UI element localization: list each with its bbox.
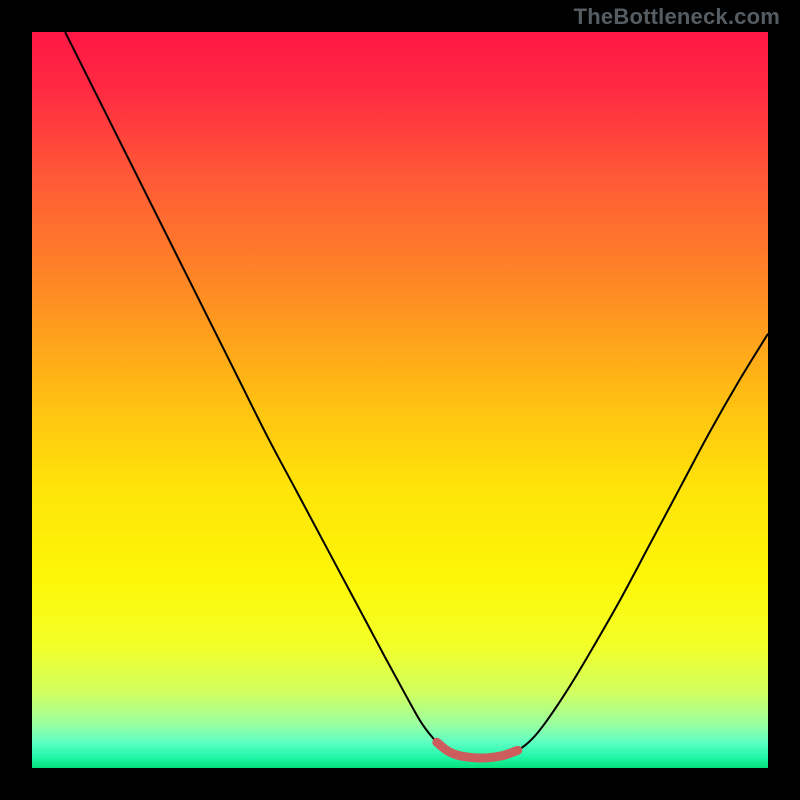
plot-background [32, 32, 768, 768]
bottleneck-chart [0, 0, 800, 800]
chart-container: TheBottleneck.com [0, 0, 800, 800]
watermark-text: TheBottleneck.com [574, 4, 780, 30]
